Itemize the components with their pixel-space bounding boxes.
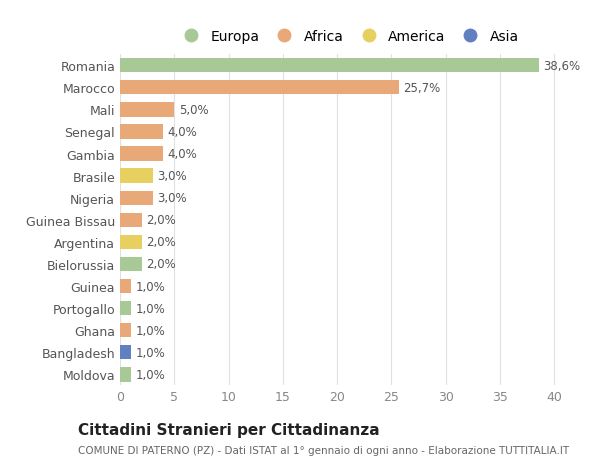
Text: 4,0%: 4,0% [168, 148, 197, 161]
Text: 1,0%: 1,0% [135, 302, 165, 315]
Text: 1,0%: 1,0% [135, 368, 165, 381]
Bar [120, 367, 131, 382]
Text: 5,0%: 5,0% [179, 104, 208, 117]
Bar [120, 81, 399, 95]
Text: 3,0%: 3,0% [157, 170, 187, 183]
Bar [120, 169, 152, 184]
Text: 1,0%: 1,0% [135, 346, 165, 359]
Bar [120, 147, 163, 162]
Text: 2,0%: 2,0% [146, 236, 176, 249]
Bar [120, 125, 163, 140]
Text: Cittadini Stranieri per Cittadinanza: Cittadini Stranieri per Cittadinanza [78, 422, 380, 437]
Bar [120, 213, 142, 228]
Bar [120, 103, 174, 118]
Bar [120, 301, 131, 316]
Text: 25,7%: 25,7% [403, 82, 440, 95]
Text: 1,0%: 1,0% [135, 324, 165, 337]
Text: 38,6%: 38,6% [544, 60, 581, 73]
Text: 2,0%: 2,0% [146, 258, 176, 271]
Bar [120, 257, 142, 272]
Text: COMUNE DI PATERNO (PZ) - Dati ISTAT al 1° gennaio di ogni anno - Elaborazione TU: COMUNE DI PATERNO (PZ) - Dati ISTAT al 1… [78, 446, 569, 455]
Bar [120, 59, 539, 73]
Bar [120, 279, 131, 294]
Text: 3,0%: 3,0% [157, 192, 187, 205]
Legend: Europa, Africa, America, Asia: Europa, Africa, America, Asia [173, 26, 523, 48]
Bar [120, 191, 152, 206]
Bar [120, 345, 131, 360]
Text: 1,0%: 1,0% [135, 280, 165, 293]
Text: 4,0%: 4,0% [168, 126, 197, 139]
Bar [120, 235, 142, 250]
Bar [120, 323, 131, 338]
Text: 2,0%: 2,0% [146, 214, 176, 227]
